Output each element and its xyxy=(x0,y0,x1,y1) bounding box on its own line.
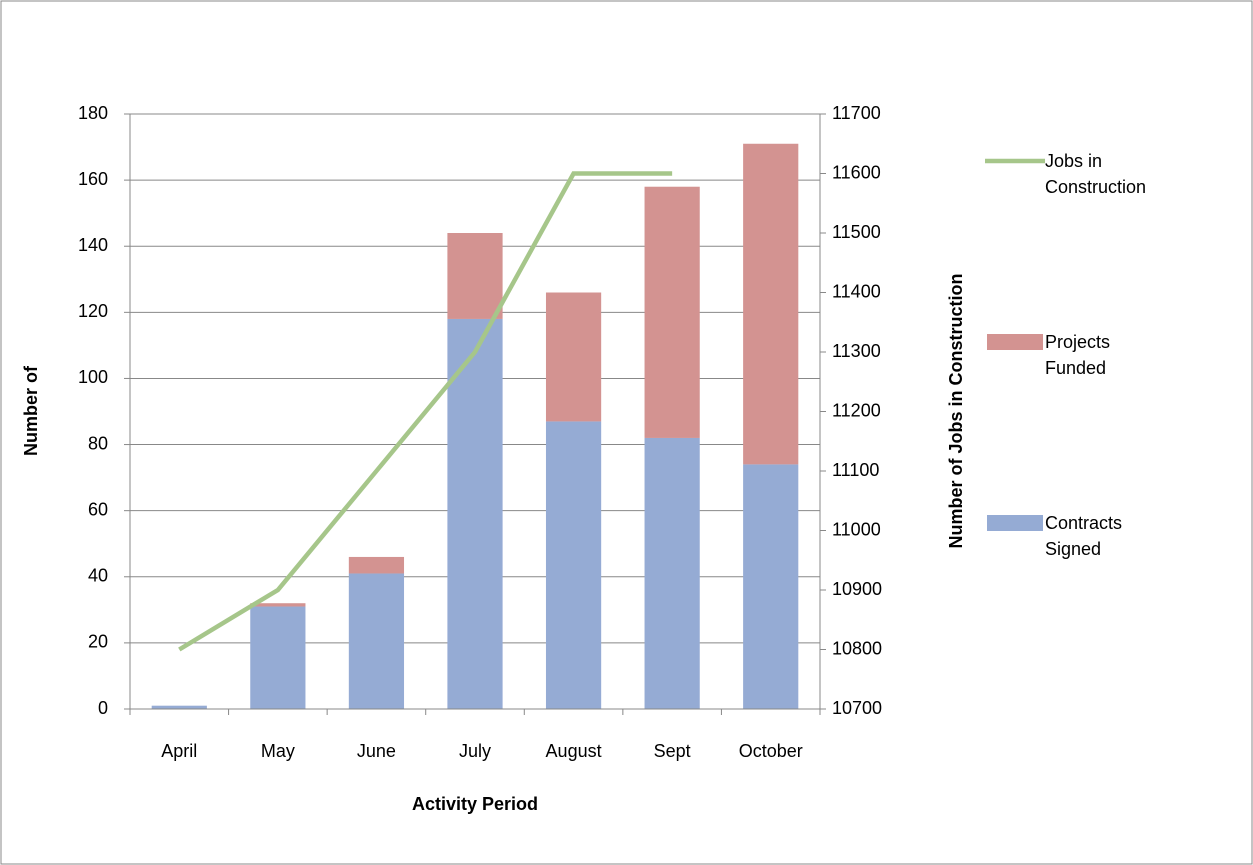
bar-segment xyxy=(545,421,602,709)
y2-tick-label: 11300 xyxy=(832,341,881,361)
y-tick-label: 120 xyxy=(78,301,108,321)
y2-axis-title: Number of Jobs in Construction xyxy=(946,273,966,548)
y2-tick-label: 10700 xyxy=(832,698,882,718)
y2-tick-label: 11000 xyxy=(832,519,881,539)
bar-segment xyxy=(447,233,503,319)
bar-segment xyxy=(348,573,405,709)
legend-label: Jobs in Construction xyxy=(1045,151,1147,197)
x-axis-title: Activity Period xyxy=(412,794,538,814)
bar-segment xyxy=(250,603,306,607)
x-tick-label: October xyxy=(739,741,803,761)
y-tick-label: 180 xyxy=(78,103,108,123)
x-tick-label: August xyxy=(546,741,602,761)
legend-label: Contracts Signed xyxy=(1045,513,1123,559)
x-tick-label: April xyxy=(161,741,197,761)
line xyxy=(178,171,673,652)
bar-segment xyxy=(644,437,700,709)
bar-segment xyxy=(447,318,503,709)
x-tick-label: Sept xyxy=(654,741,691,761)
y2-tick-label: 11600 xyxy=(832,162,881,182)
y-tick-label: 20 xyxy=(88,632,108,652)
bar-segment xyxy=(743,143,799,465)
y2-tick-label: 10800 xyxy=(832,638,882,658)
bar-segment xyxy=(250,606,306,709)
bar-segment xyxy=(545,292,602,422)
y2-tick-label: 10900 xyxy=(832,579,882,599)
y2-tick-label: 11100 xyxy=(832,460,879,480)
y-tick-label: 80 xyxy=(88,433,108,453)
y-tick-label: 100 xyxy=(78,367,108,387)
legend-swatch xyxy=(987,334,1043,350)
y2-tick-label: 11200 xyxy=(832,400,881,420)
bar-segment xyxy=(348,556,405,574)
y-tick-label: 40 xyxy=(88,566,108,586)
legend-label: Projects Funded xyxy=(1045,332,1111,378)
x-tick-label: July xyxy=(459,741,491,761)
legend-swatch xyxy=(987,515,1043,531)
bar-segment xyxy=(743,464,799,709)
bar-segment xyxy=(151,705,207,709)
x-tick-label: June xyxy=(357,741,396,761)
y-tick-label: 140 xyxy=(78,235,108,255)
y-tick-label: 0 xyxy=(98,698,108,718)
x-tick-label: May xyxy=(261,741,295,761)
y-axis-title: Number of xyxy=(21,365,41,456)
y-tick-label: 60 xyxy=(88,499,108,519)
y-tick-label: 160 xyxy=(78,169,108,189)
y2-tick-label: 11400 xyxy=(832,281,881,301)
y2-tick-label: 11700 xyxy=(832,103,881,123)
bar-segment xyxy=(644,186,700,438)
y2-tick-label: 11500 xyxy=(832,222,881,242)
